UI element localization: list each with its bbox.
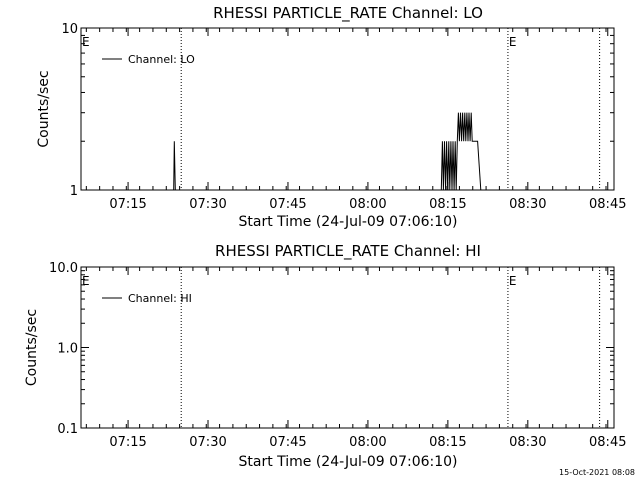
x-tick-label: 08:00 [349,435,386,450]
x-tick-label: 08:45 [589,197,626,212]
chart-title-2: RHESSI PARTICLE_RATE Channel: HI [215,242,481,261]
y-axis-label: Counts/sec [36,70,52,147]
x-tick-label: 08:30 [509,197,546,212]
series-line [173,112,482,191]
x-tick-label: 08:00 [349,197,386,212]
x-tick-label: 08:45 [589,435,626,450]
x-axis-label: Start Time (24-Jul-09 07:06:10) [238,454,457,470]
y-tick-label: 1.0 [57,342,78,357]
legend-label: Channel: LO [128,53,195,66]
y-tick-label: 1 [70,184,78,199]
x-tick-label: 07:30 [189,435,226,450]
x-tick-label: 08:30 [509,435,546,450]
y-tick-label: 10.0 [49,261,78,276]
event-marker-label: E [82,35,90,49]
x-axis-label: Start Time (24-Jul-09 07:06:10) [238,214,457,230]
y-tick-label: 10 [61,22,78,37]
x-tick-label: 07:30 [189,197,226,212]
event-marker-label: E [509,35,517,49]
timestamp-footer: 15-Oct-2021 08:08 [559,468,635,477]
x-tick-label: 07:45 [269,435,306,450]
y-tick-label: 0.1 [57,422,78,437]
x-tick-label: 08:15 [429,435,466,450]
x-tick-label: 07:15 [109,435,146,450]
y-axis-label: Counts/sec [24,309,40,386]
chart-title-1: RHESSI PARTICLE_RATE Channel: LO [213,4,483,23]
x-tick-label: 07:15 [109,197,146,212]
event-marker-label: E [82,274,90,288]
legend-label: Channel: HI [128,292,192,305]
x-tick-label: 08:15 [429,197,466,212]
x-tick-label: 07:45 [269,197,306,212]
event-marker-label: E [509,274,517,288]
